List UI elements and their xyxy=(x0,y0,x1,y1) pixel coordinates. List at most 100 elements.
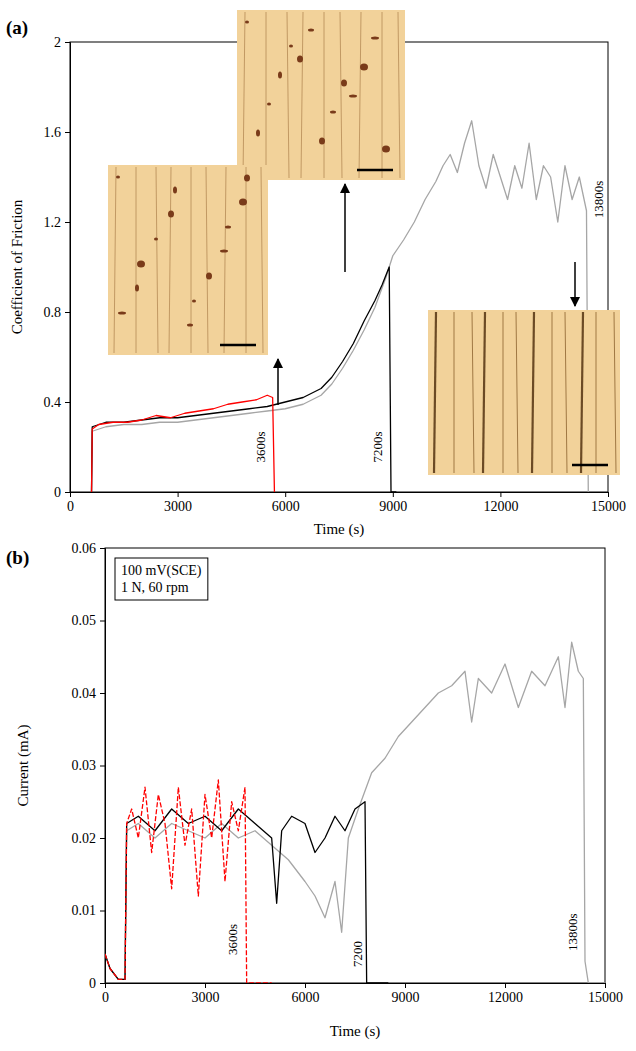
inset-groove xyxy=(614,312,616,473)
inset-arrow xyxy=(574,262,576,306)
inset-spot xyxy=(289,45,293,48)
y-tick: 1.2 xyxy=(44,215,71,230)
inset-groove xyxy=(565,312,567,473)
inset-background xyxy=(237,10,405,180)
inset-spot xyxy=(192,300,196,303)
inset-spot xyxy=(297,56,303,63)
y-tick-mark xyxy=(65,402,70,403)
inset-groove xyxy=(516,312,518,473)
annotation: 13800s xyxy=(565,913,580,951)
y-tick-label: 0.06 xyxy=(72,541,97,556)
x-tick-label: 9000 xyxy=(379,499,407,514)
inset-groove xyxy=(382,12,383,178)
x-tick-label: 3000 xyxy=(164,499,192,514)
y-tick-mark xyxy=(100,693,105,694)
x-axis: 0 3000 6000 9000 12000 15000 xyxy=(102,983,623,1005)
x-tick-label: 15000 xyxy=(591,499,626,514)
inset-groove xyxy=(472,312,474,473)
y-tick-label: 0.02 xyxy=(72,831,97,846)
x-tick-label: 12000 xyxy=(488,990,523,1005)
y-tick-mark xyxy=(65,42,70,43)
x-tick-mark xyxy=(605,983,606,988)
inset-spot xyxy=(360,64,368,71)
y-tick: 0 xyxy=(89,976,105,991)
annotation: 7200s xyxy=(370,431,385,462)
text-box: 100 mV(SCE)1 N, 60 rpm xyxy=(115,558,208,600)
inset-spot xyxy=(154,238,158,241)
y-tick: 0 xyxy=(54,485,70,500)
x-tick: 0 xyxy=(67,492,74,514)
y-axis-line xyxy=(100,549,106,984)
inset-groove xyxy=(503,312,504,473)
annotation: 3600s xyxy=(225,924,240,955)
inset-spot xyxy=(135,285,139,292)
inset-groove xyxy=(287,12,289,178)
inset-groove xyxy=(301,12,303,178)
y-tick-label: 0.4 xyxy=(44,395,62,410)
inset-spot xyxy=(330,111,336,114)
inset-spot xyxy=(118,312,126,315)
inset-groove xyxy=(552,312,553,473)
x-tick-label: 0 xyxy=(102,990,109,1005)
inset-spot xyxy=(382,146,390,153)
inset-groove xyxy=(359,12,361,178)
x-tick: 0 xyxy=(102,983,109,1005)
inset-groove xyxy=(261,167,263,353)
inset-groove xyxy=(532,312,534,473)
series-line xyxy=(105,802,388,983)
x-axis: 0 3000 6000 9000 12000 15000 xyxy=(67,492,626,514)
inset-spot xyxy=(225,226,231,229)
inset-groove xyxy=(206,167,208,353)
x-tick-mark xyxy=(505,983,506,988)
series-line xyxy=(105,780,272,983)
y-tick-mark xyxy=(65,132,70,133)
y-tick-mark xyxy=(100,766,105,767)
x-tick: 15000 xyxy=(588,983,623,1005)
y-tick-label: 0.03 xyxy=(72,758,97,773)
y-tick-label: 0.04 xyxy=(72,686,97,701)
figure: 0 3000 6000 9000 12000 15000 0 0.4 0.8 1.2 1.6 2 Tim… xyxy=(0,0,636,1051)
x-axis-title: Time (s) xyxy=(330,1023,381,1040)
x-tick-label: 0 xyxy=(67,499,74,514)
inset-spot xyxy=(256,130,260,137)
inset-arrow xyxy=(277,359,279,405)
y-tick-label: 2 xyxy=(54,35,61,50)
inset-scale-bar xyxy=(220,344,256,347)
x-axis-title: Time (s) xyxy=(314,521,365,538)
y-tick-mark xyxy=(100,548,105,549)
text-box-line: 1 N, 60 rpm xyxy=(121,580,189,595)
x-tick: 12000 xyxy=(483,492,518,514)
y-tick-label: 0.8 xyxy=(44,305,62,320)
inset-groove xyxy=(398,12,400,178)
x-tick-mark xyxy=(405,983,406,988)
y-axis-line xyxy=(65,43,71,493)
y-tick: 2 xyxy=(54,35,70,50)
inset-groove xyxy=(340,12,342,178)
y-tick: 0.8 xyxy=(44,305,71,320)
x-tick: 3000 xyxy=(164,492,192,514)
x-tick-label: 3000 xyxy=(192,990,220,1005)
x-tick: 9000 xyxy=(379,492,407,514)
x-axis-line xyxy=(106,984,606,989)
inset-spot xyxy=(308,29,314,32)
x-tick-label: 15000 xyxy=(588,990,623,1005)
plot-frame xyxy=(105,548,605,983)
x-tick: 9000 xyxy=(392,983,420,1005)
inset-groove xyxy=(324,12,325,178)
x-tick-label: 6000 xyxy=(272,499,300,514)
y-tick: 0.4 xyxy=(44,395,71,410)
inset-groove xyxy=(266,12,267,178)
inset-groove xyxy=(454,312,455,473)
y-axis-title: Coefficient of Friction xyxy=(9,199,25,334)
y-tick-label: 0.01 xyxy=(72,903,97,918)
series-line xyxy=(105,642,605,983)
x-tick-mark xyxy=(305,983,306,988)
inset-spot xyxy=(168,211,174,218)
inset-groove xyxy=(243,12,245,178)
series-line xyxy=(92,395,275,492)
y-tick-label: 0 xyxy=(89,976,96,991)
text-box-line: 100 mV(SCE) xyxy=(121,563,202,579)
y-tick: 1.6 xyxy=(44,125,71,140)
inset-groove xyxy=(136,167,137,353)
x-tick: 6000 xyxy=(292,983,320,1005)
